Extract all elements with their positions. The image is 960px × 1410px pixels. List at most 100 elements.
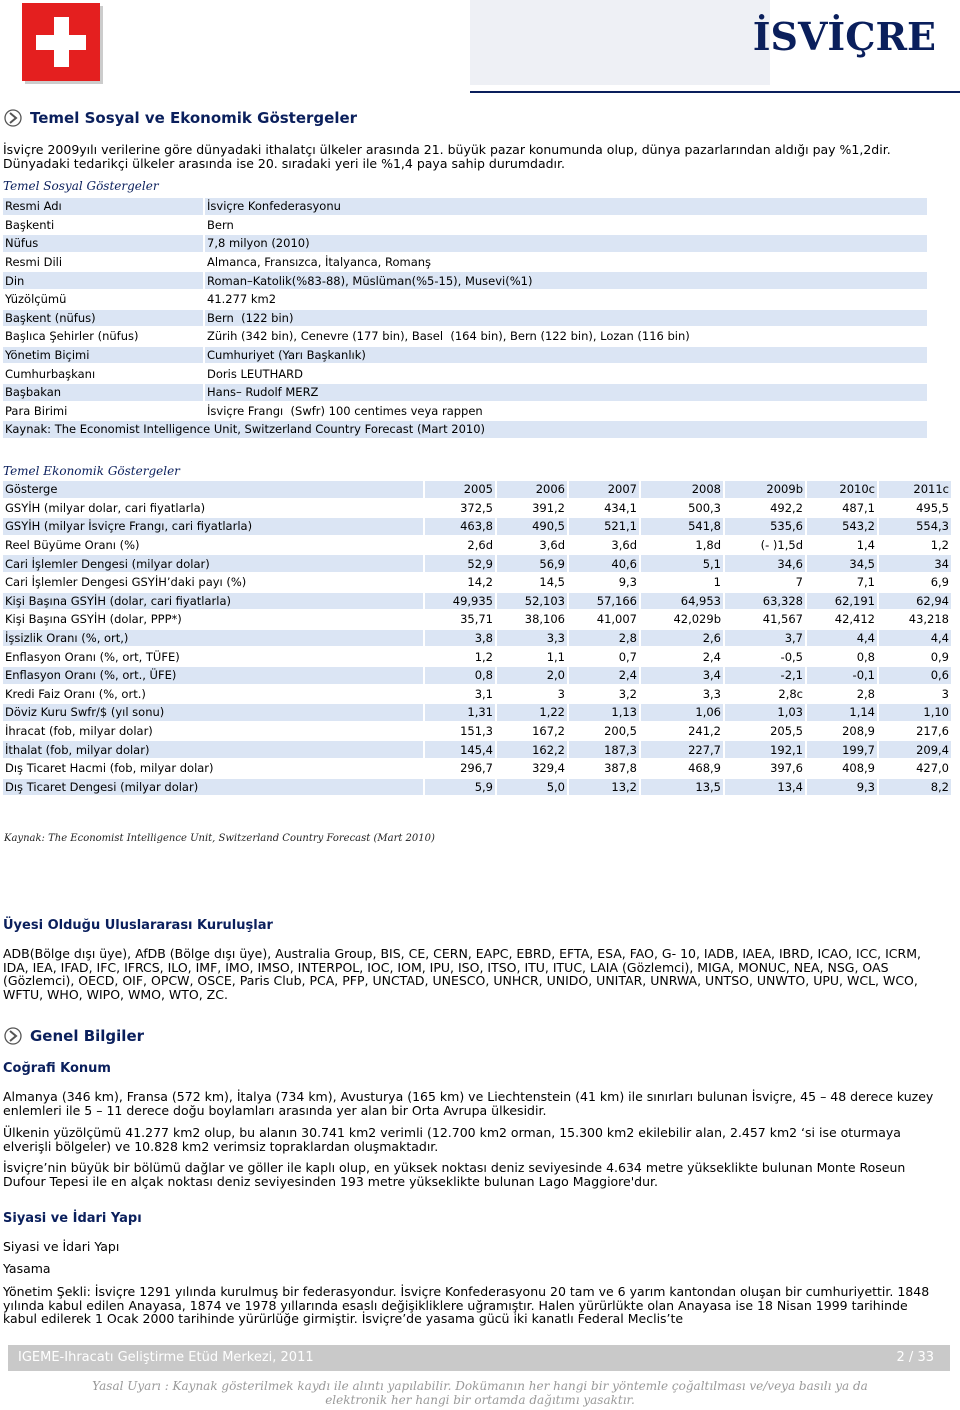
header-title: İSVİÇRE xyxy=(752,14,936,59)
table-row: Gösterge 2005 2006 2007 2008 2009b 2010c 2011c xyxy=(3,481,951,498)
paragraph: Siyasi ve İdari Yapı xyxy=(3,1239,120,1254)
cell: 2005 xyxy=(425,481,495,498)
cell: 205,5 xyxy=(725,722,805,740)
source: Kaynak: The Economist Intelligence Unit,… xyxy=(3,421,927,438)
cell: -2,1 xyxy=(725,666,805,684)
cell: 7 xyxy=(725,573,805,591)
cell: 5,0 xyxy=(497,778,567,796)
cell: 200,5 xyxy=(569,722,639,740)
sub-heading: Coğrafi Konum xyxy=(3,1061,111,1076)
cell: -0,5 xyxy=(725,648,805,665)
paragraph: Almanya (346 km), Fransa (572 km), İtaly… xyxy=(3,1089,934,1118)
disclaimer: Yasal Uyarı : Kaynak gösterilmek kaydı i… xyxy=(92,1379,868,1407)
paragraph: İsviçre’nin büyük bir bölümü dağlar ve g… xyxy=(3,1160,906,1189)
table-row: Dış Ticaret Hacmi (fob, milyar dolar) 296… xyxy=(3,759,951,777)
heading-text: Genel Bilgiler xyxy=(30,1027,145,1045)
cell: 62,94 xyxy=(879,592,951,610)
cell: 8,2 xyxy=(879,778,951,796)
cell: 34 xyxy=(879,555,951,572)
footer-page: 2 / 33 xyxy=(896,1350,934,1365)
cell: 4,4 xyxy=(879,629,951,647)
cell: 3,6d xyxy=(569,536,639,554)
table-row: Yönetim Biçimi Cumhuriyet (Yarı Başkanlık… xyxy=(3,346,927,364)
table-row: GSYİH (milyar dolar, cari fiyatlarla) 372… xyxy=(3,499,951,517)
row-label: Kişi Başına GSYİH (dolar, PPP*) xyxy=(3,611,423,628)
header-decoration xyxy=(470,0,960,93)
row-label: Cumhurbaşkanı xyxy=(3,365,203,382)
cell: 6,9 xyxy=(879,573,951,591)
table-row: İşsizlik Oranı (%, ort,) 3,8 3,3 2,8 2,6 3,7 4… xyxy=(3,629,951,647)
cell: 492,2 xyxy=(725,499,805,517)
cell: 5,9 xyxy=(425,778,495,796)
row-label: GSYİH (milyar İsviçre Frangı, cari fiyat… xyxy=(3,518,423,535)
cell: 43,218 xyxy=(879,611,951,628)
row-value: Hans– Rudolf MERZ xyxy=(205,383,927,401)
paragraph: ADB(Bölge dışı üye), AfDB (Bölge dışı üy… xyxy=(3,946,921,1002)
cell: 2,8c xyxy=(725,685,805,703)
row-value: 41.277 km2 xyxy=(205,290,927,308)
row-label: Reel Büyüme Oranı (%) xyxy=(3,536,423,554)
cell: 1,03 xyxy=(725,704,805,721)
cell: 3,3 xyxy=(497,629,567,647)
row-label: Para Birimi xyxy=(3,402,203,420)
table-caption: Temel Sosyal Göstergeler xyxy=(3,179,159,193)
row-label: Başbakan xyxy=(3,383,203,401)
table-row: Kişi Başına GSYİH (dolar, cari fiyatlarl… xyxy=(3,592,951,610)
cell: 192,1 xyxy=(725,741,805,758)
row-label: Yüzölçümü xyxy=(3,290,203,308)
cell: 41,007 xyxy=(569,611,639,628)
table-row: İthalat (fob, milyar dolar) 145,4 162,2 187… xyxy=(3,741,951,758)
cell: 2,4 xyxy=(641,648,723,665)
cell: 554,3 xyxy=(879,518,951,535)
cell: (- )1,5d xyxy=(725,536,805,554)
cell: 208,9 xyxy=(807,722,877,740)
cell: 40,6 xyxy=(569,555,639,572)
cell: 3 xyxy=(879,685,951,703)
table-row: Başbakan Hans– Rudolf MERZ xyxy=(3,383,927,401)
cell: 3,7 xyxy=(725,629,805,647)
row-value: Bern (122 bin) xyxy=(205,309,927,327)
cell: 167,2 xyxy=(497,722,567,740)
cell: 434,1 xyxy=(569,499,639,517)
row-label: Enflasyon Oranı (%, ort, TÜFE) xyxy=(3,648,423,665)
row-label: Resmi Dili xyxy=(3,253,203,271)
row-value: İsviçre Frangı (Swfr) 100 centimes veya … xyxy=(205,402,927,420)
table-caption: Temel Ekonomik Göstergeler xyxy=(3,464,180,478)
cell: 0,8 xyxy=(807,648,877,665)
table-row: Para Birimi İsviçre Frangı (Swfr) 100 cen… xyxy=(3,402,927,420)
cell: 3,8 xyxy=(425,629,495,647)
cell: 64,953 xyxy=(641,592,723,610)
table-row: Cari İşlemler Dengesi GSYİH’daki payı (%… xyxy=(3,573,951,591)
row-label: Gösterge xyxy=(3,481,423,498)
cell: 13,4 xyxy=(725,778,805,796)
cell: 487,1 xyxy=(807,499,877,517)
row-label: Dış Ticaret Dengesi (milyar dolar) xyxy=(3,778,423,796)
row-label: Kredi Faiz Oranı (%, ort.) xyxy=(3,685,423,703)
row-label: Başkent (nüfus) xyxy=(3,309,203,327)
cell: 3 xyxy=(497,685,567,703)
cell: 2,0 xyxy=(497,666,567,684)
row-label: Cari İşlemler Dengesi GSYİH’daki payı (%… xyxy=(3,573,423,591)
flag xyxy=(22,3,103,84)
cell: 14,5 xyxy=(497,573,567,591)
cell: 2,8 xyxy=(569,629,639,647)
cell: 187,3 xyxy=(569,741,639,758)
table-row: İhracat (fob, milyar dolar) 151,3 167,2 200… xyxy=(3,722,951,740)
cell: 1,31 xyxy=(425,704,495,721)
cell: 0,8 xyxy=(425,666,495,684)
cell: 1,8d xyxy=(641,536,723,554)
table-row: Cumhurbaşkanı Doris LEUTHARD xyxy=(3,365,927,382)
cell: 217,6 xyxy=(879,722,951,740)
economic-table: Gösterge 2005 2006 2007 2008 2009b 2010c 2011c G… xyxy=(1,479,953,797)
cell: 3,2 xyxy=(569,685,639,703)
cell: 500,3 xyxy=(641,499,723,517)
table-row: Cari İşlemler Dengesi (milyar dolar) 52,9… xyxy=(3,555,951,572)
cell: 329,4 xyxy=(497,759,567,777)
cell: 2,6d xyxy=(425,536,495,554)
table-row: Resmi Dili Almanca, Fransızca, İtalyanca,… xyxy=(3,253,927,271)
cell: 14,2 xyxy=(425,573,495,591)
cell: 495,5 xyxy=(879,499,951,517)
cell: 4,4 xyxy=(807,629,877,647)
cell: 2010c xyxy=(807,481,877,498)
